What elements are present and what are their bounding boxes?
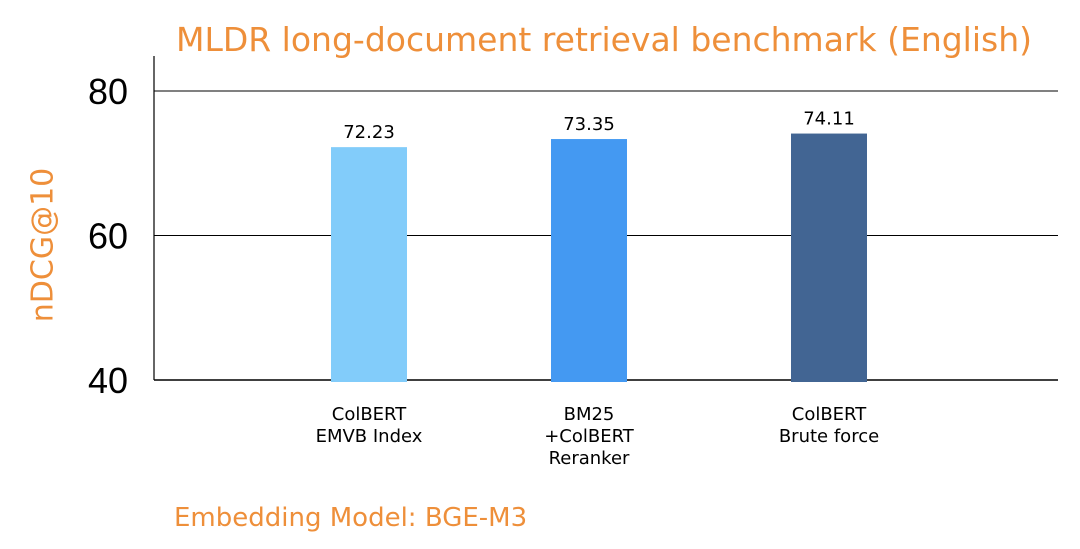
data-label: 72.23 xyxy=(343,122,395,143)
x-tick-label: ColBERT xyxy=(792,404,868,425)
x-tick-label: +ColBERT xyxy=(544,426,635,447)
y-tick-label: 80 xyxy=(88,71,128,112)
chart-title: MLDR long-document retrieval benchmark (… xyxy=(176,20,1033,59)
bar xyxy=(551,139,627,382)
y-tick-label: 60 xyxy=(88,216,128,257)
x-tick-label: ColBERT xyxy=(332,404,408,425)
y-tick-label: 40 xyxy=(88,360,128,401)
x-tick-label: Reranker xyxy=(549,448,630,469)
data-label: 74.11 xyxy=(803,109,855,130)
data-label: 73.35 xyxy=(563,114,615,135)
x-tick-label: BM25 xyxy=(564,404,615,425)
bar xyxy=(331,147,407,382)
bar xyxy=(791,133,867,382)
x-tick-label: EMVB Index xyxy=(316,426,423,447)
x-tick-label: Brute force xyxy=(779,426,879,447)
embedding-model-note: Embedding Model: BGE-M3 xyxy=(174,503,528,533)
